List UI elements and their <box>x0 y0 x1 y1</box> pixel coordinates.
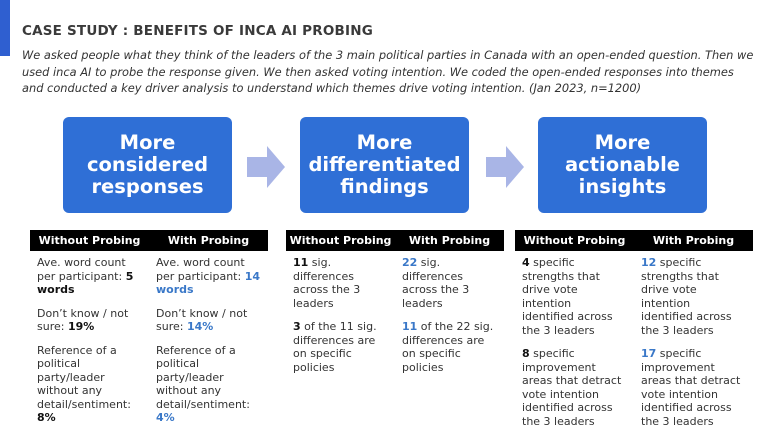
cell-text: 19% <box>67 320 95 333</box>
table-cell: 11 of the 22 sig. differences are on spe… <box>395 315 504 374</box>
table-cell: Reference of a political party/leader wi… <box>149 339 268 425</box>
comparison-table: Without Probing 4 specific strengths that… <box>515 230 753 432</box>
table-cell: 4 specific strengths that drive vote int… <box>515 251 634 337</box>
table-cell: 11 sig. differences across the 3 leaders <box>286 251 395 310</box>
table-cell: Don’t know / not sure: 14% <box>149 302 268 334</box>
cell-text: sig. differences across the 3 leaders <box>402 256 470 310</box>
cell-text: 11 <box>293 256 309 269</box>
table-cell: Reference of a political party/leader wi… <box>30 339 149 425</box>
cell-text: Reference of a political party/leader wi… <box>37 343 131 411</box>
cell-text: 5 words <box>37 269 134 297</box>
cell-text: 3 <box>293 320 301 333</box>
cell-text: 22 <box>402 256 418 269</box>
table-cell: 17 specific improvement areas that detra… <box>634 342 753 428</box>
cell-text: 11 <box>402 320 418 333</box>
column-header: With Probing <box>395 230 504 251</box>
cell-text: Don’t know / not sure: <box>37 306 129 334</box>
comparison-table: Without Probing Ave. word count per parti… <box>30 230 268 430</box>
cell-text: 4% <box>156 411 175 424</box>
comparison-table: Without Probing 11 sig. differences acros… <box>286 230 504 379</box>
table-column: With Probing Ave. word count per particip… <box>149 230 268 430</box>
cell-text: 8 <box>522 347 530 360</box>
table-cell: Ave. word count per participant: 14 word… <box>149 251 268 297</box>
cell-text: sig. differences across the 3 leaders <box>293 256 361 310</box>
column-header: Without Probing <box>286 230 395 251</box>
table-cell: 12 specific strengths that drive vote in… <box>634 251 753 337</box>
arrow <box>486 146 524 188</box>
cell-text: specific improvement areas that detract … <box>522 347 622 428</box>
cell-text: 12 <box>641 256 657 269</box>
table-cell: Ave. word count per participant: 5 words <box>30 251 149 297</box>
cell-text: Don’t know / not sure: <box>156 306 248 334</box>
table-column: Without Probing Ave. word count per parti… <box>30 230 149 430</box>
arrow <box>247 146 285 188</box>
table-cell: 22 sig. differences across the 3 leaders <box>395 251 504 310</box>
accent-bar <box>0 0 10 56</box>
column-header: With Probing <box>634 230 753 251</box>
cell-text: 14% <box>186 320 214 333</box>
table-column: With Probing 12 specific strengths that d… <box>634 230 753 432</box>
cell-text: Ave. word count per participant: <box>156 256 245 283</box>
panel-title: More considered responses <box>63 117 232 213</box>
table-cell: 3 of the 11 sig. differences are on spec… <box>286 315 395 374</box>
cell-text: 8% <box>37 411 56 424</box>
cell-text: of the 22 sig. differences are on specif… <box>402 320 494 374</box>
intro-text: We asked people what they think of the l… <box>22 48 754 95</box>
cell-text: specific improvement areas that detract … <box>641 347 741 428</box>
slide-title: CASE STUDY : BENEFITS OF INCA AI PROBING <box>22 23 374 39</box>
table-cell: 8 specific improvement areas that detrac… <box>515 342 634 428</box>
column-header: Without Probing <box>30 230 149 251</box>
column-header: With Probing <box>149 230 268 251</box>
cell-text: 14 words <box>156 269 261 297</box>
table-column: Without Probing 11 sig. differences acros… <box>286 230 395 379</box>
panel-title: More actionable insights <box>538 117 707 213</box>
cell-text: Reference of a political party/leader wi… <box>156 343 250 411</box>
cell-text: specific strengths that drive vote inten… <box>522 256 613 337</box>
panel-title: More differentiated findings <box>300 117 469 213</box>
cell-text: 17 <box>641 347 657 360</box>
cell-text: Ave. word count per participant: <box>37 256 126 283</box>
table-column: Without Probing 4 specific strengths that… <box>515 230 634 432</box>
cell-text: specific strengths that drive vote inten… <box>641 256 732 337</box>
cell-text: of the 11 sig. differences are on specif… <box>293 320 377 374</box>
column-header: Without Probing <box>515 230 634 251</box>
cell-text: 4 <box>522 256 530 269</box>
table-column: With Probing 22 sig. differences across t… <box>395 230 504 379</box>
table-cell: Don’t know / not sure: 19% <box>30 302 149 334</box>
